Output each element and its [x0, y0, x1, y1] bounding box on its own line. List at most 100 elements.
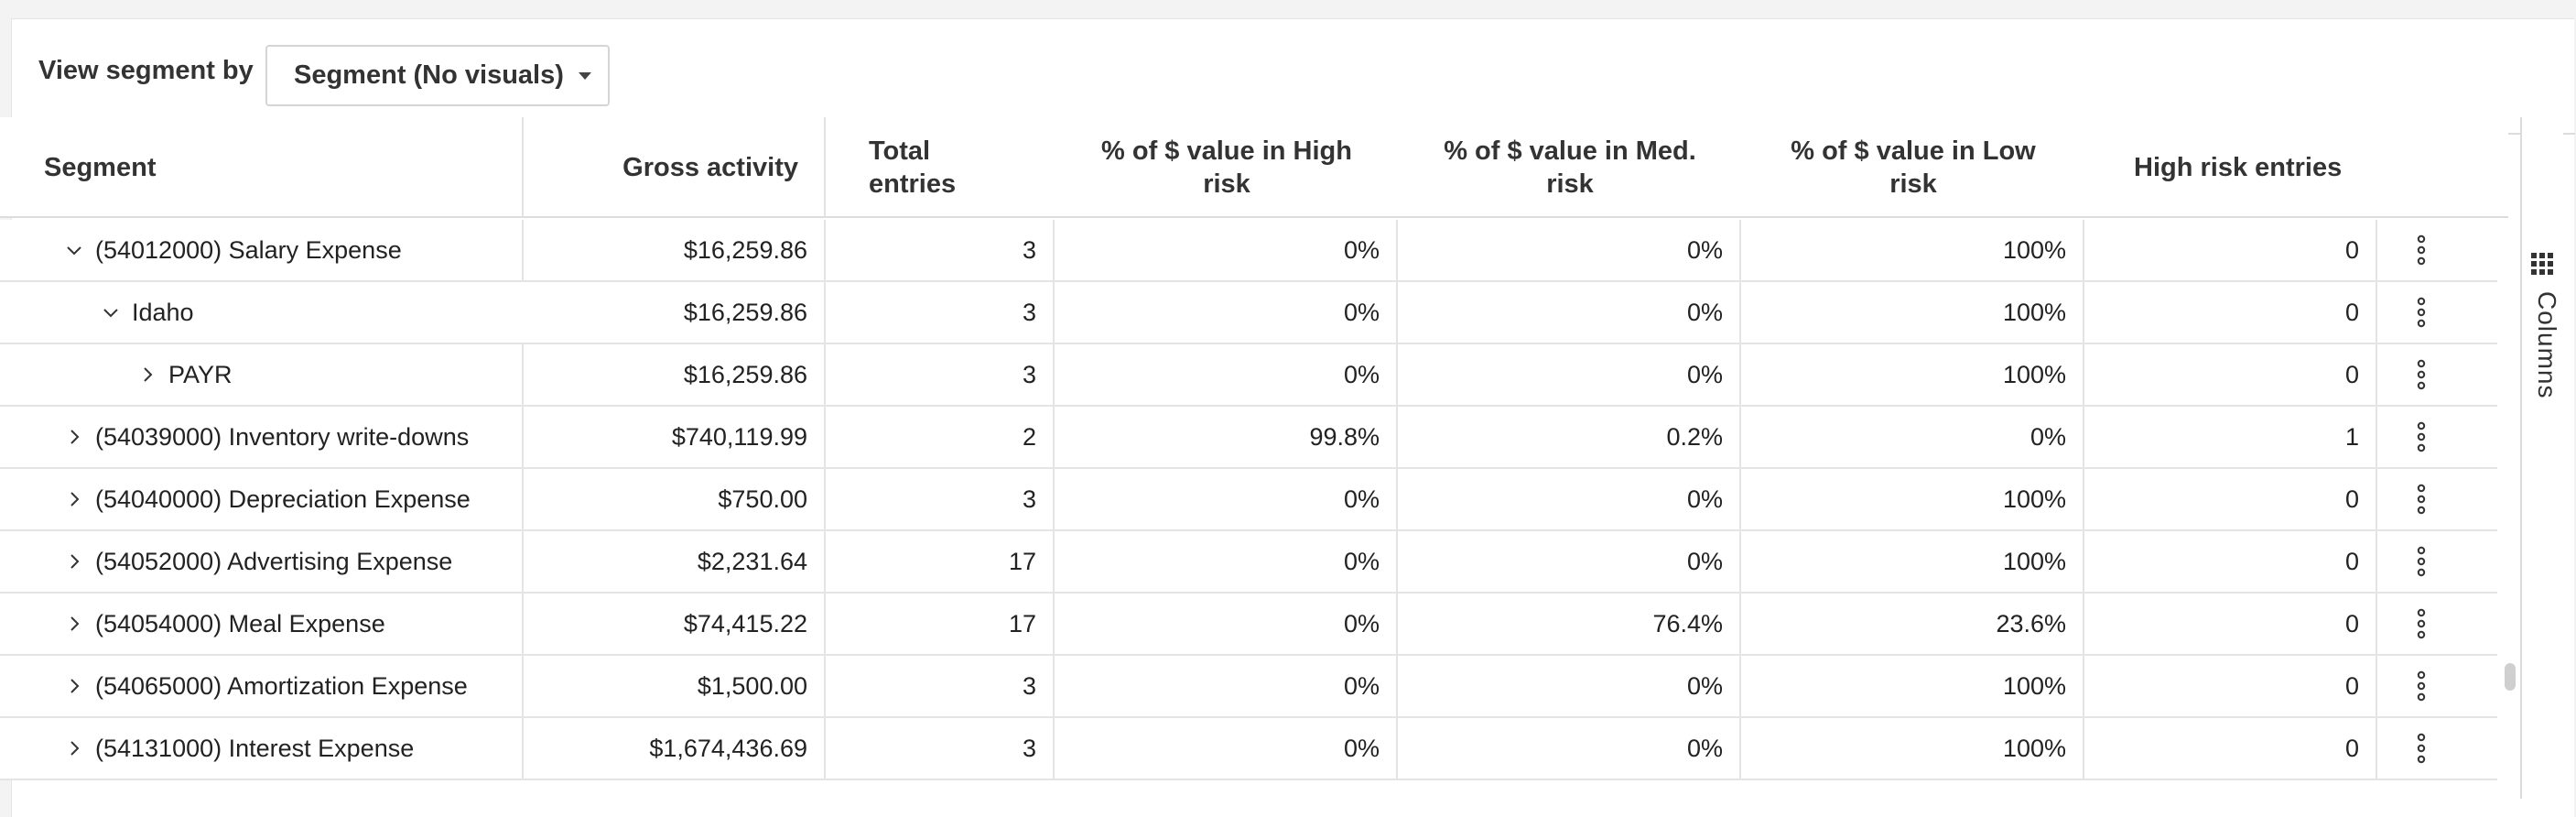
segment-cell: PAYR: [0, 344, 524, 405]
high-risk-entries-cell: 0: [2084, 718, 2377, 779]
kebab-icon[interactable]: [2394, 220, 2449, 280]
high-risk-entries-cell: 0: [2084, 282, 2377, 343]
chevron-right-icon[interactable]: [66, 740, 82, 757]
segment-label: (54040000) Depreciation Expense: [95, 485, 471, 513]
pct-med-cell: 0%: [1398, 469, 1741, 529]
gross-activity-cell: $1,674,436.69: [524, 718, 826, 779]
vertical-scrollbar[interactable]: [2505, 663, 2516, 691]
gross-activity-cell: $2,231.64: [524, 531, 826, 592]
pct-med-cell: 0%: [1398, 531, 1741, 592]
segment-cell: (54054000) Meal Expense: [0, 594, 524, 654]
gross-activity-cell: $740,119.99: [524, 407, 826, 467]
pct-low-cell: 100%: [1741, 344, 2084, 405]
table-row[interactable]: Idaho $16,259.86 3 0% 0% 100% 0: [0, 282, 2497, 344]
kebab-icon[interactable]: [2394, 531, 2449, 592]
segment-label: (54012000) Salary Expense: [95, 235, 402, 264]
columns-label: Columns: [2533, 291, 2561, 399]
chevron-right-icon[interactable]: [139, 366, 156, 383]
pct-med-cell: 0%: [1398, 656, 1741, 716]
kebab-icon[interactable]: [2394, 656, 2449, 716]
columns-panel-toggle[interactable]: Columns: [2520, 117, 2563, 799]
gross-activity-cell: $1,500.00: [524, 656, 826, 716]
caret-down-icon: [578, 71, 591, 80]
table-header: Segment Gross activity Total entries % o…: [0, 117, 2508, 218]
high-risk-entries-cell: 0: [2084, 469, 2377, 529]
header-segment[interactable]: Segment: [44, 153, 157, 182]
table-row[interactable]: (54040000) Depreciation Expense $750.00 3 0…: [0, 469, 2497, 531]
segment-label: (54054000) Meal Expense: [95, 609, 385, 637]
high-risk-entries-cell: 0: [2084, 220, 2377, 280]
kebab-icon[interactable]: [2394, 344, 2449, 405]
total-entries-cell: 3: [826, 282, 1055, 343]
segment-label: Idaho: [132, 298, 194, 326]
segment-cell: (54040000) Depreciation Expense: [0, 469, 524, 529]
chevron-right-icon[interactable]: [66, 553, 82, 570]
high-risk-entries-cell: 0: [2084, 656, 2377, 716]
segment-dropdown[interactable]: Segment (No visuals): [265, 45, 610, 106]
grid-icon: [2531, 253, 2553, 275]
total-entries-cell: 3: [826, 656, 1055, 716]
pct-med-cell: 0%: [1398, 220, 1741, 280]
chevron-down-icon[interactable]: [66, 242, 82, 258]
table-row[interactable]: (54131000) Interest Expense $1,674,436.69…: [0, 718, 2497, 780]
header-pct-high[interactable]: % of $ value in High risk: [1101, 136, 1352, 199]
gross-activity-cell: $16,259.86: [524, 282, 826, 343]
segment-cell: (54052000) Advertising Expense: [0, 531, 524, 592]
gross-activity-cell: $16,259.86: [524, 220, 826, 280]
high-risk-entries-cell: 0: [2084, 594, 2377, 654]
pct-med-cell: 0%: [1398, 718, 1741, 779]
kebab-icon[interactable]: [2394, 282, 2449, 343]
header-total-entries[interactable]: Total entries: [869, 136, 957, 199]
kebab-icon[interactable]: [2394, 407, 2449, 467]
chevron-right-icon[interactable]: [66, 429, 82, 445]
segment-label: (54039000) Inventory write-downs: [95, 422, 470, 451]
total-entries-cell: 17: [826, 594, 1055, 654]
table-row[interactable]: (54039000) Inventory write-downs $740,119…: [0, 407, 2497, 469]
kebab-icon[interactable]: [2394, 718, 2449, 779]
segment-label: PAYR: [168, 360, 233, 388]
pct-low-cell: 100%: [1741, 718, 2084, 779]
total-entries-cell: 3: [826, 718, 1055, 779]
kebab-icon[interactable]: [2394, 469, 2449, 529]
pct-high-cell: 0%: [1055, 594, 1398, 654]
high-risk-entries-cell: 0: [2084, 344, 2377, 405]
segment-dropdown-value: Segment (No visuals): [294, 60, 564, 90]
total-entries-cell: 3: [826, 469, 1055, 529]
pct-low-cell: 100%: [1741, 220, 2084, 280]
chevron-right-icon[interactable]: [66, 615, 82, 632]
high-risk-entries-cell: 0: [2084, 531, 2377, 592]
table-row[interactable]: (54052000) Advertising Expense $2,231.64 1…: [0, 531, 2497, 594]
header-pct-low[interactable]: % of $ value in Low risk: [1791, 136, 2036, 199]
high-risk-entries-cell: 1: [2084, 407, 2377, 467]
pct-high-cell: 0%: [1055, 282, 1398, 343]
pct-low-cell: 23.6%: [1741, 594, 2084, 654]
chevron-right-icon[interactable]: [66, 491, 82, 507]
segment-cell: (54131000) Interest Expense: [0, 718, 524, 779]
pct-med-cell: 0%: [1398, 344, 1741, 405]
total-entries-cell: 3: [826, 220, 1055, 280]
pct-high-cell: 0%: [1055, 220, 1398, 280]
pct-high-cell: 0%: [1055, 344, 1398, 405]
pct-med-cell: 76.4%: [1398, 594, 1741, 654]
table-row[interactable]: (54054000) Meal Expense $74,415.22 17 0% 76.…: [0, 594, 2497, 656]
pct-low-cell: 100%: [1741, 282, 2084, 343]
pct-high-cell: 0%: [1055, 531, 1398, 592]
header-high-risk-entries[interactable]: High risk entries: [2134, 153, 2343, 182]
header-pct-med[interactable]: % of $ value in Med. risk: [1444, 136, 1696, 199]
pct-high-cell: 0%: [1055, 469, 1398, 529]
total-entries-cell: 2: [826, 407, 1055, 467]
gross-activity-cell: $750.00: [524, 469, 826, 529]
table-row[interactable]: PAYR $16,259.86 3 0% 0% 100% 0: [0, 344, 2497, 407]
kebab-icon[interactable]: [2394, 594, 2449, 654]
pct-low-cell: 100%: [1741, 656, 2084, 716]
chevron-right-icon[interactable]: [66, 678, 82, 694]
table-row[interactable]: (54012000) Salary Expense $16,259.86 3 0% 0%…: [0, 220, 2497, 282]
total-entries-cell: 3: [826, 344, 1055, 405]
segment-label: (54052000) Advertising Expense: [95, 547, 453, 575]
pct-high-cell: 0%: [1055, 718, 1398, 779]
chevron-down-icon[interactable]: [103, 304, 119, 321]
segment-cell: (54065000) Amortization Expense: [0, 656, 524, 716]
table-row[interactable]: (54065000) Amortization Expense $1,500.00…: [0, 656, 2497, 718]
gross-activity-cell: $16,259.86: [524, 344, 826, 405]
header-gross-activity[interactable]: Gross activity: [622, 153, 798, 182]
